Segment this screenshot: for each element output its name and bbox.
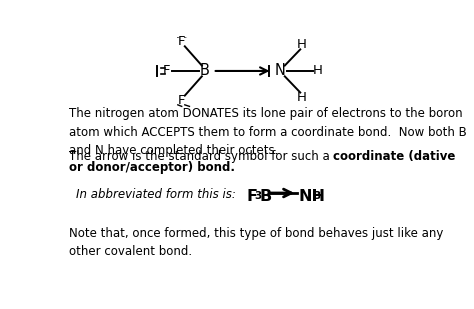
- Text: F: F: [178, 35, 185, 48]
- Text: coordinate (dative: coordinate (dative: [333, 150, 456, 163]
- Text: H: H: [313, 65, 323, 78]
- Text: The arrow is the standard symbol for such a: The arrow is the standard symbol for suc…: [69, 150, 333, 163]
- Text: F: F: [163, 65, 170, 78]
- Text: NH: NH: [299, 189, 326, 204]
- Text: In abbreviated form this is:: In abbreviated form this is:: [76, 188, 236, 201]
- Text: 3: 3: [254, 192, 262, 201]
- Text: H: H: [297, 91, 307, 104]
- Text: N: N: [275, 63, 285, 78]
- Text: The nitrogen atom DONATES its lone pair of electrons to the boron
atom which ACC: The nitrogen atom DONATES its lone pair …: [69, 107, 466, 157]
- Text: 3: 3: [313, 192, 321, 201]
- Text: F: F: [178, 94, 185, 107]
- Text: B: B: [259, 189, 272, 204]
- Text: or donor/acceptor) bond.: or donor/acceptor) bond.: [69, 161, 235, 174]
- Text: Note that, once formed, this type of bond behaves just like any
other covalent b: Note that, once formed, this type of bon…: [69, 226, 443, 258]
- Text: F: F: [247, 189, 258, 204]
- Text: H: H: [297, 37, 307, 50]
- Text: B: B: [200, 63, 210, 78]
